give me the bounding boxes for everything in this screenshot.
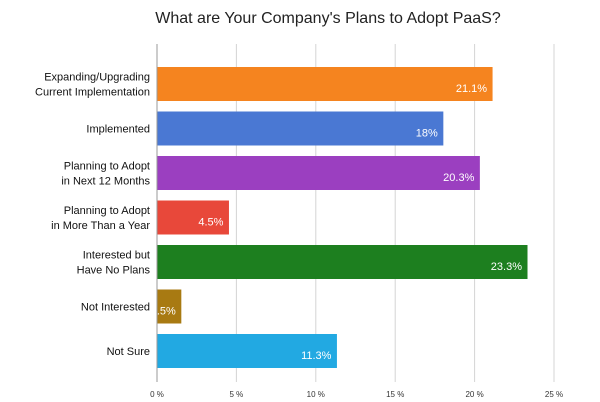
bar-value-label: 20.3% (443, 172, 474, 184)
x-tick-label: 5 % (230, 390, 244, 399)
x-tick-label: 10 % (307, 390, 325, 399)
bar (157, 334, 337, 368)
category-labels: Expanding/Upgrading Current Implementatio… (35, 72, 150, 359)
category-label: Not Sure (107, 346, 150, 358)
x-tick-label: 20 % (465, 390, 483, 399)
category-label: Expanding/Upgrading Current Implementatio… (35, 72, 150, 99)
x-tick-label: 0 % (150, 390, 164, 399)
bar-value-label: 21.1% (456, 83, 487, 95)
bar-value-label: 11.3% (301, 350, 332, 362)
bar (157, 200, 229, 235)
category-label: Planning to Adopt in Next 12 Months (61, 161, 150, 188)
bar-value-label: 18% (416, 128, 438, 140)
bar (157, 67, 493, 101)
category-label: Planning to Adopt in More Than a Year (51, 205, 150, 232)
bar (157, 245, 528, 279)
bars: 21.1% 18% 20.3% 4.5% 23.3% 1.5% 11.3% (151, 67, 528, 368)
bar (157, 111, 444, 146)
bar (157, 156, 480, 190)
category-label: Not Interested (81, 302, 150, 314)
bar-value-label: 23.3% (491, 261, 522, 273)
bar-value-label: 4.5% (198, 217, 223, 229)
bar (157, 289, 182, 324)
category-label: Interested but Have No Plans (77, 250, 151, 277)
category-label: Implemented (86, 124, 150, 136)
x-tick-label: 25 % (545, 390, 563, 399)
x-tick-label: 15 % (386, 390, 404, 399)
x-axis-ticks: 0 % 5 % 10 % 15 % 20 % 25 % (150, 390, 563, 399)
chart-title: What are Your Company's Plans to Adopt P… (155, 10, 501, 27)
bar-value-label: 1.5% (151, 306, 176, 318)
